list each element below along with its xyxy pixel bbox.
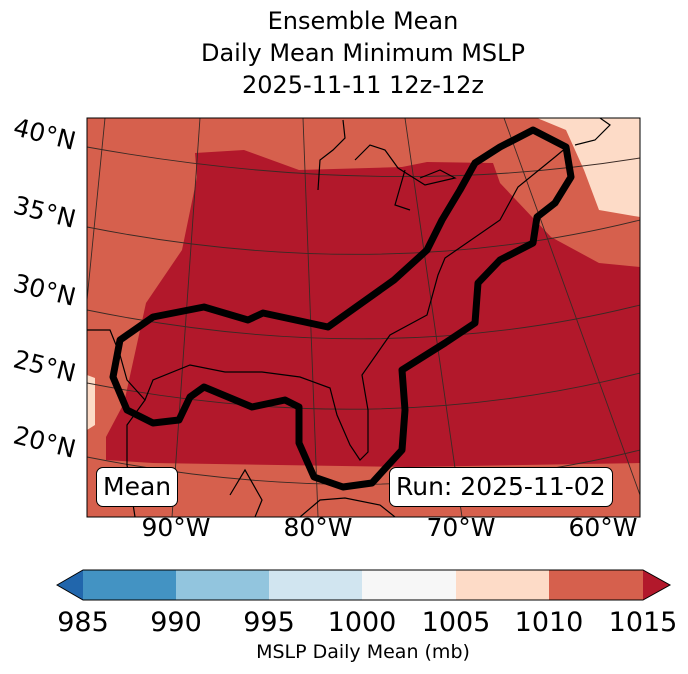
run-date-label-box: Run: 2025-11-02 — [389, 467, 613, 507]
colorbar-segment-985-990 — [83, 570, 177, 600]
colorbar-extend-low — [57, 570, 83, 600]
title-line-2: Daily Mean Minimum MSLP — [200, 39, 525, 67]
gridlines — [87, 118, 640, 517]
title-line-3: 2025-11-11 12z-12z — [241, 71, 485, 99]
lon-label-80w: 80°W — [283, 513, 353, 542]
colorbar-tick: 1000 — [327, 607, 397, 638]
lon-label-60w: 60°W — [568, 513, 638, 542]
coastlines — [87, 118, 611, 517]
colorbar-tick: 985 — [57, 607, 109, 638]
colorbar-tick: 995 — [243, 607, 295, 638]
lon-label-70w: 70°W — [426, 513, 496, 542]
colorbar-tick: 1015 — [608, 607, 678, 638]
colorbar-segment-990-995 — [176, 570, 270, 600]
colorbar-tick: 990 — [150, 607, 202, 638]
title-line-1: Ensemble Mean — [267, 7, 459, 35]
colorbar-segment-1010-1015 — [549, 570, 643, 600]
mean-label-box: Mean — [96, 467, 179, 507]
colorbar-outline — [55, 569, 672, 601]
colorbar-segment-1005-1010 — [456, 570, 550, 600]
field-1005-w — [87, 375, 95, 430]
colorbar-extend-high — [643, 570, 670, 600]
colorbar-label: MSLP Daily Mean (mb) — [256, 641, 470, 663]
colorbar — [55, 569, 672, 601]
colorbar-tick: 1005 — [421, 607, 491, 638]
map-frame — [86, 117, 641, 518]
colorbar-segment-1000-1005 — [362, 570, 456, 600]
field-1015 — [106, 150, 640, 467]
field-1005-ne — [537, 118, 640, 217]
colorbar-tick: 1010 — [514, 607, 584, 638]
ensemble-contour — [109, 126, 575, 491]
colorbar-segment-995-1000 — [269, 570, 363, 600]
lon-label-90w: 90°W — [141, 513, 211, 542]
